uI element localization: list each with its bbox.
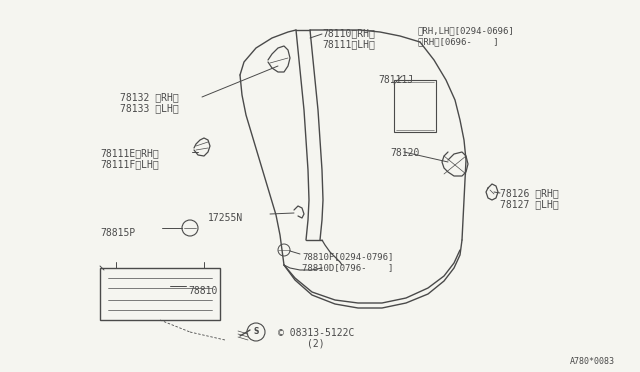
Text: 78810: 78810 — [188, 286, 218, 296]
Text: 17255N: 17255N — [208, 213, 243, 223]
Text: 78126 〈RH〉: 78126 〈RH〉 — [500, 188, 559, 198]
Text: 78111F〈LH〉: 78111F〈LH〉 — [100, 159, 159, 169]
Text: © 08313-5122C: © 08313-5122C — [278, 328, 355, 338]
Text: (2): (2) — [307, 339, 324, 349]
Text: 78127 〈LH〉: 78127 〈LH〉 — [500, 199, 559, 209]
Text: S: S — [253, 327, 259, 337]
Text: 78110〈RH〉: 78110〈RH〉 — [322, 28, 375, 38]
Text: 78111J: 78111J — [378, 75, 413, 85]
Text: A780*0083: A780*0083 — [570, 357, 615, 366]
Text: 78111〈LH〉: 78111〈LH〉 — [322, 39, 375, 49]
Text: 〈RH,LH〉[0294-0696]: 〈RH,LH〉[0294-0696] — [418, 26, 515, 35]
Text: 78810D[0796-    ]: 78810D[0796- ] — [302, 263, 394, 272]
Text: 78120: 78120 — [390, 148, 419, 158]
Text: 78132 〈RH〉: 78132 〈RH〉 — [120, 92, 179, 102]
Text: 78815P: 78815P — [100, 228, 135, 238]
Bar — [394, 80, 436, 132]
Text: 78810F[0294-0796]: 78810F[0294-0796] — [302, 252, 394, 261]
Text: 〈RH〉[0696-    ]: 〈RH〉[0696- ] — [418, 37, 499, 46]
Bar — [100, 268, 220, 320]
Text: 78133 〈LH〉: 78133 〈LH〉 — [120, 103, 179, 113]
Text: 78111E〈RH〉: 78111E〈RH〉 — [100, 148, 159, 158]
